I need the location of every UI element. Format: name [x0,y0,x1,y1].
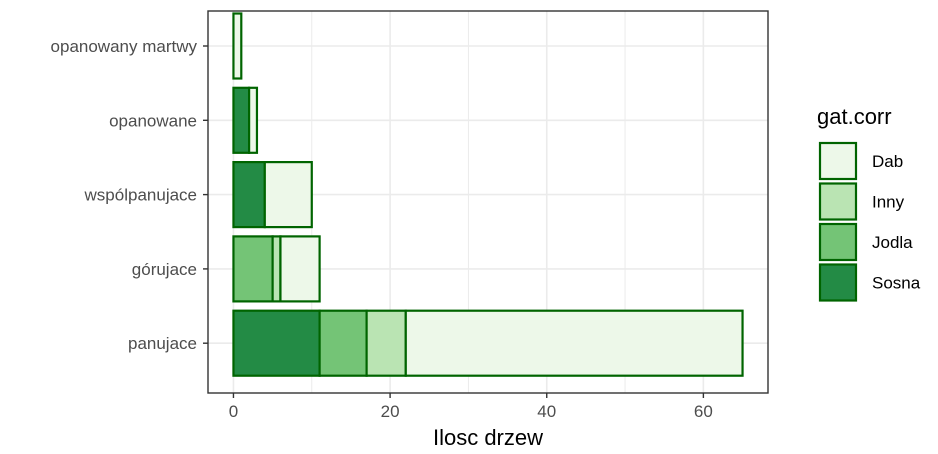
y-tick-label: panujace [128,334,197,353]
legend: gat.corr Dab Inny Jodla Sosna [817,104,921,302]
legend-title: gat.corr [817,104,892,129]
x-tick-label: 20 [381,402,400,421]
bar-segment-dab [248,86,259,154]
legend-key-dab [818,141,858,181]
bars-layer [232,12,744,377]
legend-key-inny [818,182,858,221]
bar-segment-sosna [232,309,321,377]
x-tick-label: 0 [229,402,238,421]
legend-key-jodla [818,222,858,262]
legend-key-sosna [818,263,858,302]
bar-segment-dab [404,309,744,377]
x-tick-label: 40 [537,402,556,421]
y-tick-label: górujace [132,260,197,279]
bar-segment-sosna [232,161,266,229]
y-tick-label: wspólpanujace [84,186,197,205]
bar-segment-inny [271,235,282,303]
bar-segment-jodla [232,235,274,303]
x-axis-title: Ilosc drzew [433,425,543,450]
legend-label-dab: Dab [872,152,903,171]
bar-segment-dab [263,161,313,229]
legend-label-jodla: Jodla [872,233,913,252]
y-tick-label: opanowane [109,111,197,130]
y-tick-label: opanowany martwy [51,37,198,56]
bar-segment-inny [365,309,407,377]
x-tick-label: 60 [694,402,713,421]
bar-segment-dab [232,12,243,80]
bar-segment-jodla [318,309,368,377]
legend-label-inny: Inny [872,193,905,212]
axis-layer: opanowany martwy opanowane wspólpanujace gó… [51,37,713,421]
bar-segment-sosna [232,86,251,154]
legend-label-sosna: Sosna [872,274,921,293]
bar-segment-dab [279,235,321,303]
plot-panel-border [207,10,769,394]
